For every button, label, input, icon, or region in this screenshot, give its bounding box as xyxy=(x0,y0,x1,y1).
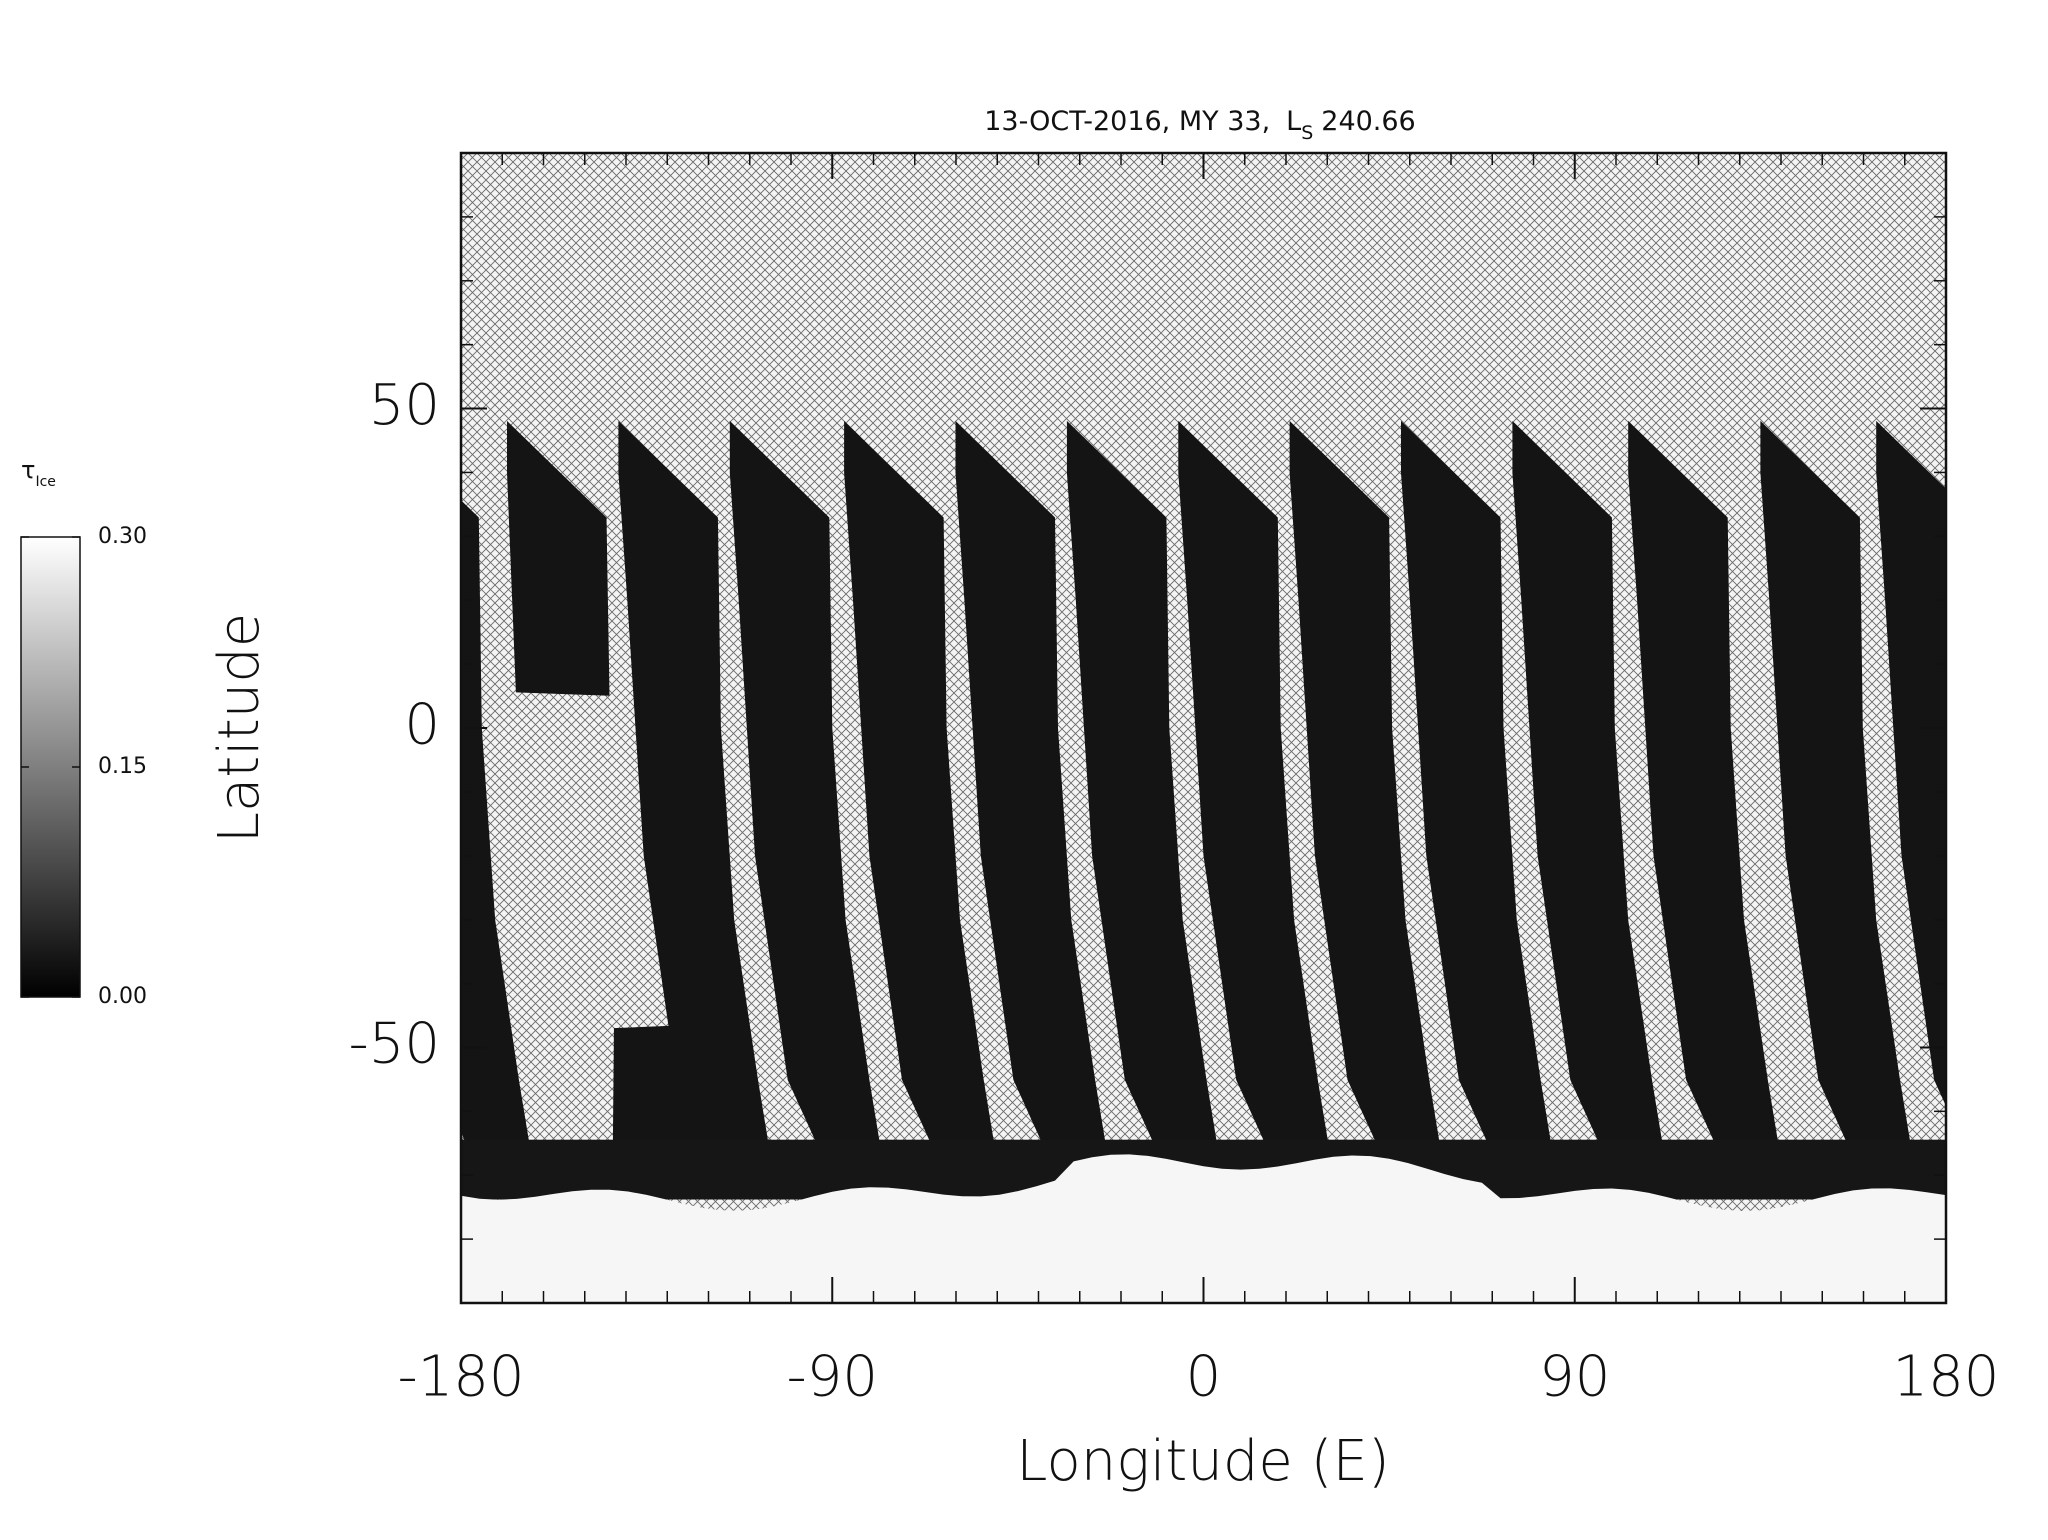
swath xyxy=(1760,420,1918,1188)
swath xyxy=(1066,420,1225,1188)
colorbar-subscript: Ice xyxy=(35,474,55,490)
swath xyxy=(461,500,537,1188)
colorbar-tick-label: 0.30 xyxy=(98,524,147,549)
chart-title: 13-OCT-2016, MY 33, LS 240.66 xyxy=(984,106,1416,144)
y-axis-label: Latitude xyxy=(207,613,272,843)
title-symbol: L xyxy=(1286,106,1301,137)
title-text: 13-OCT-2016, MY 33, xyxy=(984,106,1270,137)
x-tick-label: 180 xyxy=(1893,1344,2000,1409)
y-tick-label: 50 xyxy=(369,373,440,438)
swath xyxy=(507,420,610,696)
swath xyxy=(844,420,1002,1188)
x-tick-label: -90 xyxy=(787,1344,878,1409)
y-tick-label: -50 xyxy=(349,1012,440,1077)
x-tick-label: 0 xyxy=(1186,1344,1222,1409)
y-tick-label: 0 xyxy=(404,692,440,757)
x-axis-label: Longitude (E) xyxy=(1016,1429,1389,1494)
colorbar-tick-label: 0.15 xyxy=(98,754,147,779)
x-tick-label: 90 xyxy=(1539,1344,1610,1409)
swath xyxy=(1512,420,1670,1188)
swath xyxy=(1178,420,1336,1188)
colorbar-label: τIce xyxy=(21,456,56,490)
polar-cap xyxy=(461,1154,1946,1303)
title-subscript: S xyxy=(1301,122,1313,144)
swath xyxy=(955,420,1113,1188)
x-tick-label: -180 xyxy=(397,1344,524,1409)
swath xyxy=(618,420,776,1188)
swath xyxy=(1289,420,1447,1188)
swath xyxy=(1628,420,1786,1188)
swath xyxy=(1401,420,1559,1188)
swath xyxy=(1876,420,1946,1107)
title-value: 240.66 xyxy=(1321,106,1415,137)
colorbar-symbol: τ xyxy=(21,456,35,484)
swath xyxy=(729,420,888,1188)
colorbar-tick-label: 0.00 xyxy=(98,984,147,1009)
colorbar xyxy=(20,536,81,998)
map-image xyxy=(461,153,1946,1303)
